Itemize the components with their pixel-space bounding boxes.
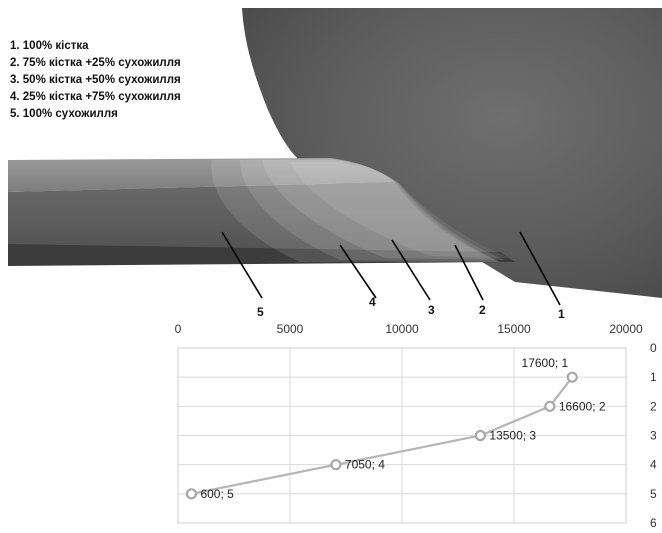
tendon-bottom-edge bbox=[8, 244, 515, 266]
zone-3-band bbox=[262, 160, 505, 260]
x-tick-label: 20000 bbox=[609, 322, 643, 336]
zone-5-band bbox=[211, 158, 500, 262]
pointer-line-5 bbox=[221, 231, 263, 299]
tendon-top-face bbox=[8, 158, 395, 192]
x-tick-label: 15000 bbox=[497, 322, 531, 336]
data-point bbox=[474, 429, 486, 442]
data-label: 17600; 1 bbox=[522, 356, 569, 370]
y-tick-label: 5 bbox=[650, 487, 657, 501]
data-label: 600; 5 bbox=[200, 487, 234, 501]
pointer-line-1 bbox=[519, 231, 561, 306]
legend-item-1: 1. 100% кістка bbox=[10, 40, 89, 52]
x-tick-label: 10000 bbox=[385, 322, 419, 336]
data-point bbox=[185, 488, 198, 500]
y-tick-label: 4 bbox=[650, 458, 657, 472]
bone-mass bbox=[242, 8, 662, 298]
legend-item-3: 3. 50% кістка +50% сухожилля bbox=[10, 74, 181, 86]
legend-item-4: 4. 25% кістка +75% сухожилля bbox=[10, 91, 181, 103]
data-label: 16600; 2 bbox=[559, 399, 606, 413]
pointer-line-2 bbox=[454, 244, 484, 301]
tendon-front-face bbox=[8, 182, 510, 262]
zone-4-band bbox=[240, 159, 500, 262]
zone-label-3: 3 bbox=[428, 303, 435, 317]
y-tick-label: 1 bbox=[650, 370, 657, 384]
zone-label-2: 2 bbox=[479, 303, 486, 317]
legend-item-5: 5. 100% сухожилля bbox=[10, 108, 118, 120]
y-tick-label: 6 bbox=[650, 516, 657, 530]
zone-label-1: 1 bbox=[558, 307, 565, 321]
zone-2-band bbox=[290, 162, 510, 258]
data-point bbox=[566, 371, 578, 383]
zone-label-5: 5 bbox=[257, 305, 264, 319]
stiffness-chart: 0 5000 10000 15000 20000 0 1 2 3 4 5 6 600; 5 7050; 4… bbox=[175, 322, 657, 530]
x-tick-label: 0 bbox=[175, 322, 182, 336]
legend-item-2: 2. 75% кістка +25% сухожилля bbox=[10, 57, 181, 69]
legend: 1. 100% кістка 2. 75% кістка +25% сухожи… bbox=[10, 38, 181, 123]
pointer-line-3 bbox=[391, 239, 431, 301]
data-point bbox=[330, 459, 342, 471]
data-label: 13500; 3 bbox=[489, 429, 536, 443]
data-point bbox=[544, 400, 556, 412]
zone-label-4: 4 bbox=[369, 295, 376, 309]
y-tick-label: 3 bbox=[650, 429, 657, 443]
y-tick-label: 2 bbox=[650, 399, 657, 413]
pointer-line-4 bbox=[339, 244, 377, 299]
x-tick-label: 5000 bbox=[277, 322, 304, 336]
data-label: 7050; 4 bbox=[345, 458, 385, 472]
y-tick-label: 0 bbox=[650, 341, 657, 355]
